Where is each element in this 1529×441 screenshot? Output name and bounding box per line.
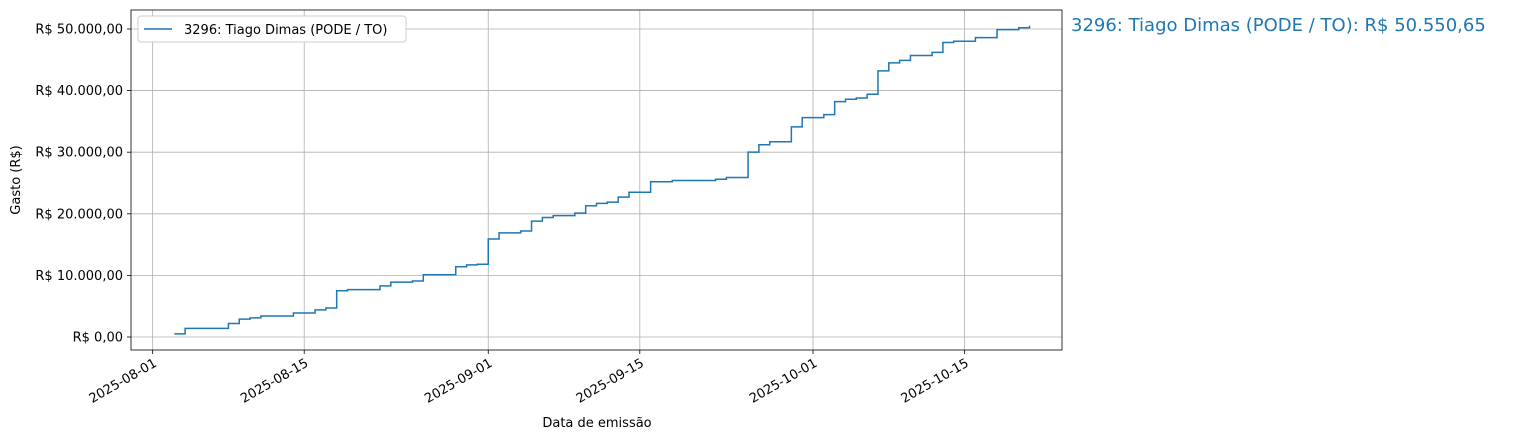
y-tick-label: R$ 0,00 <box>73 331 123 346</box>
y-tick-label: R$ 40.000,00 <box>35 84 123 99</box>
y-tick-label: R$ 20.000,00 <box>35 207 123 222</box>
x-tick-label: 2025-08-01 <box>87 356 160 407</box>
annotation: 3296: Tiago Dimas (PODE / TO): R$ 50.550… <box>1071 15 1486 36</box>
data-line <box>174 25 1031 335</box>
y-tick-label: R$ 30.000,00 <box>35 146 123 161</box>
y-axis-label: Gasto (R$) <box>9 145 24 214</box>
x-tick-label: 2025-10-15 <box>899 356 972 407</box>
legend-label: 3296: Tiago Dimas (PODE / TO) <box>184 23 387 38</box>
y-tick-label: R$ 10.000,00 <box>35 269 123 284</box>
legend-box <box>137 15 407 43</box>
x-tick-label: 2025-10-01 <box>747 356 820 407</box>
x-axis-label: Data de emissão <box>542 416 651 431</box>
plot-frame <box>130 9 1063 351</box>
x-tick-label: 2025-09-01 <box>422 356 495 407</box>
x-tick-label: 2025-09-15 <box>574 356 647 407</box>
x-tick-label: 2025-08-15 <box>238 356 311 407</box>
y-tick-label: R$ 50.000,00 <box>35 22 123 37</box>
